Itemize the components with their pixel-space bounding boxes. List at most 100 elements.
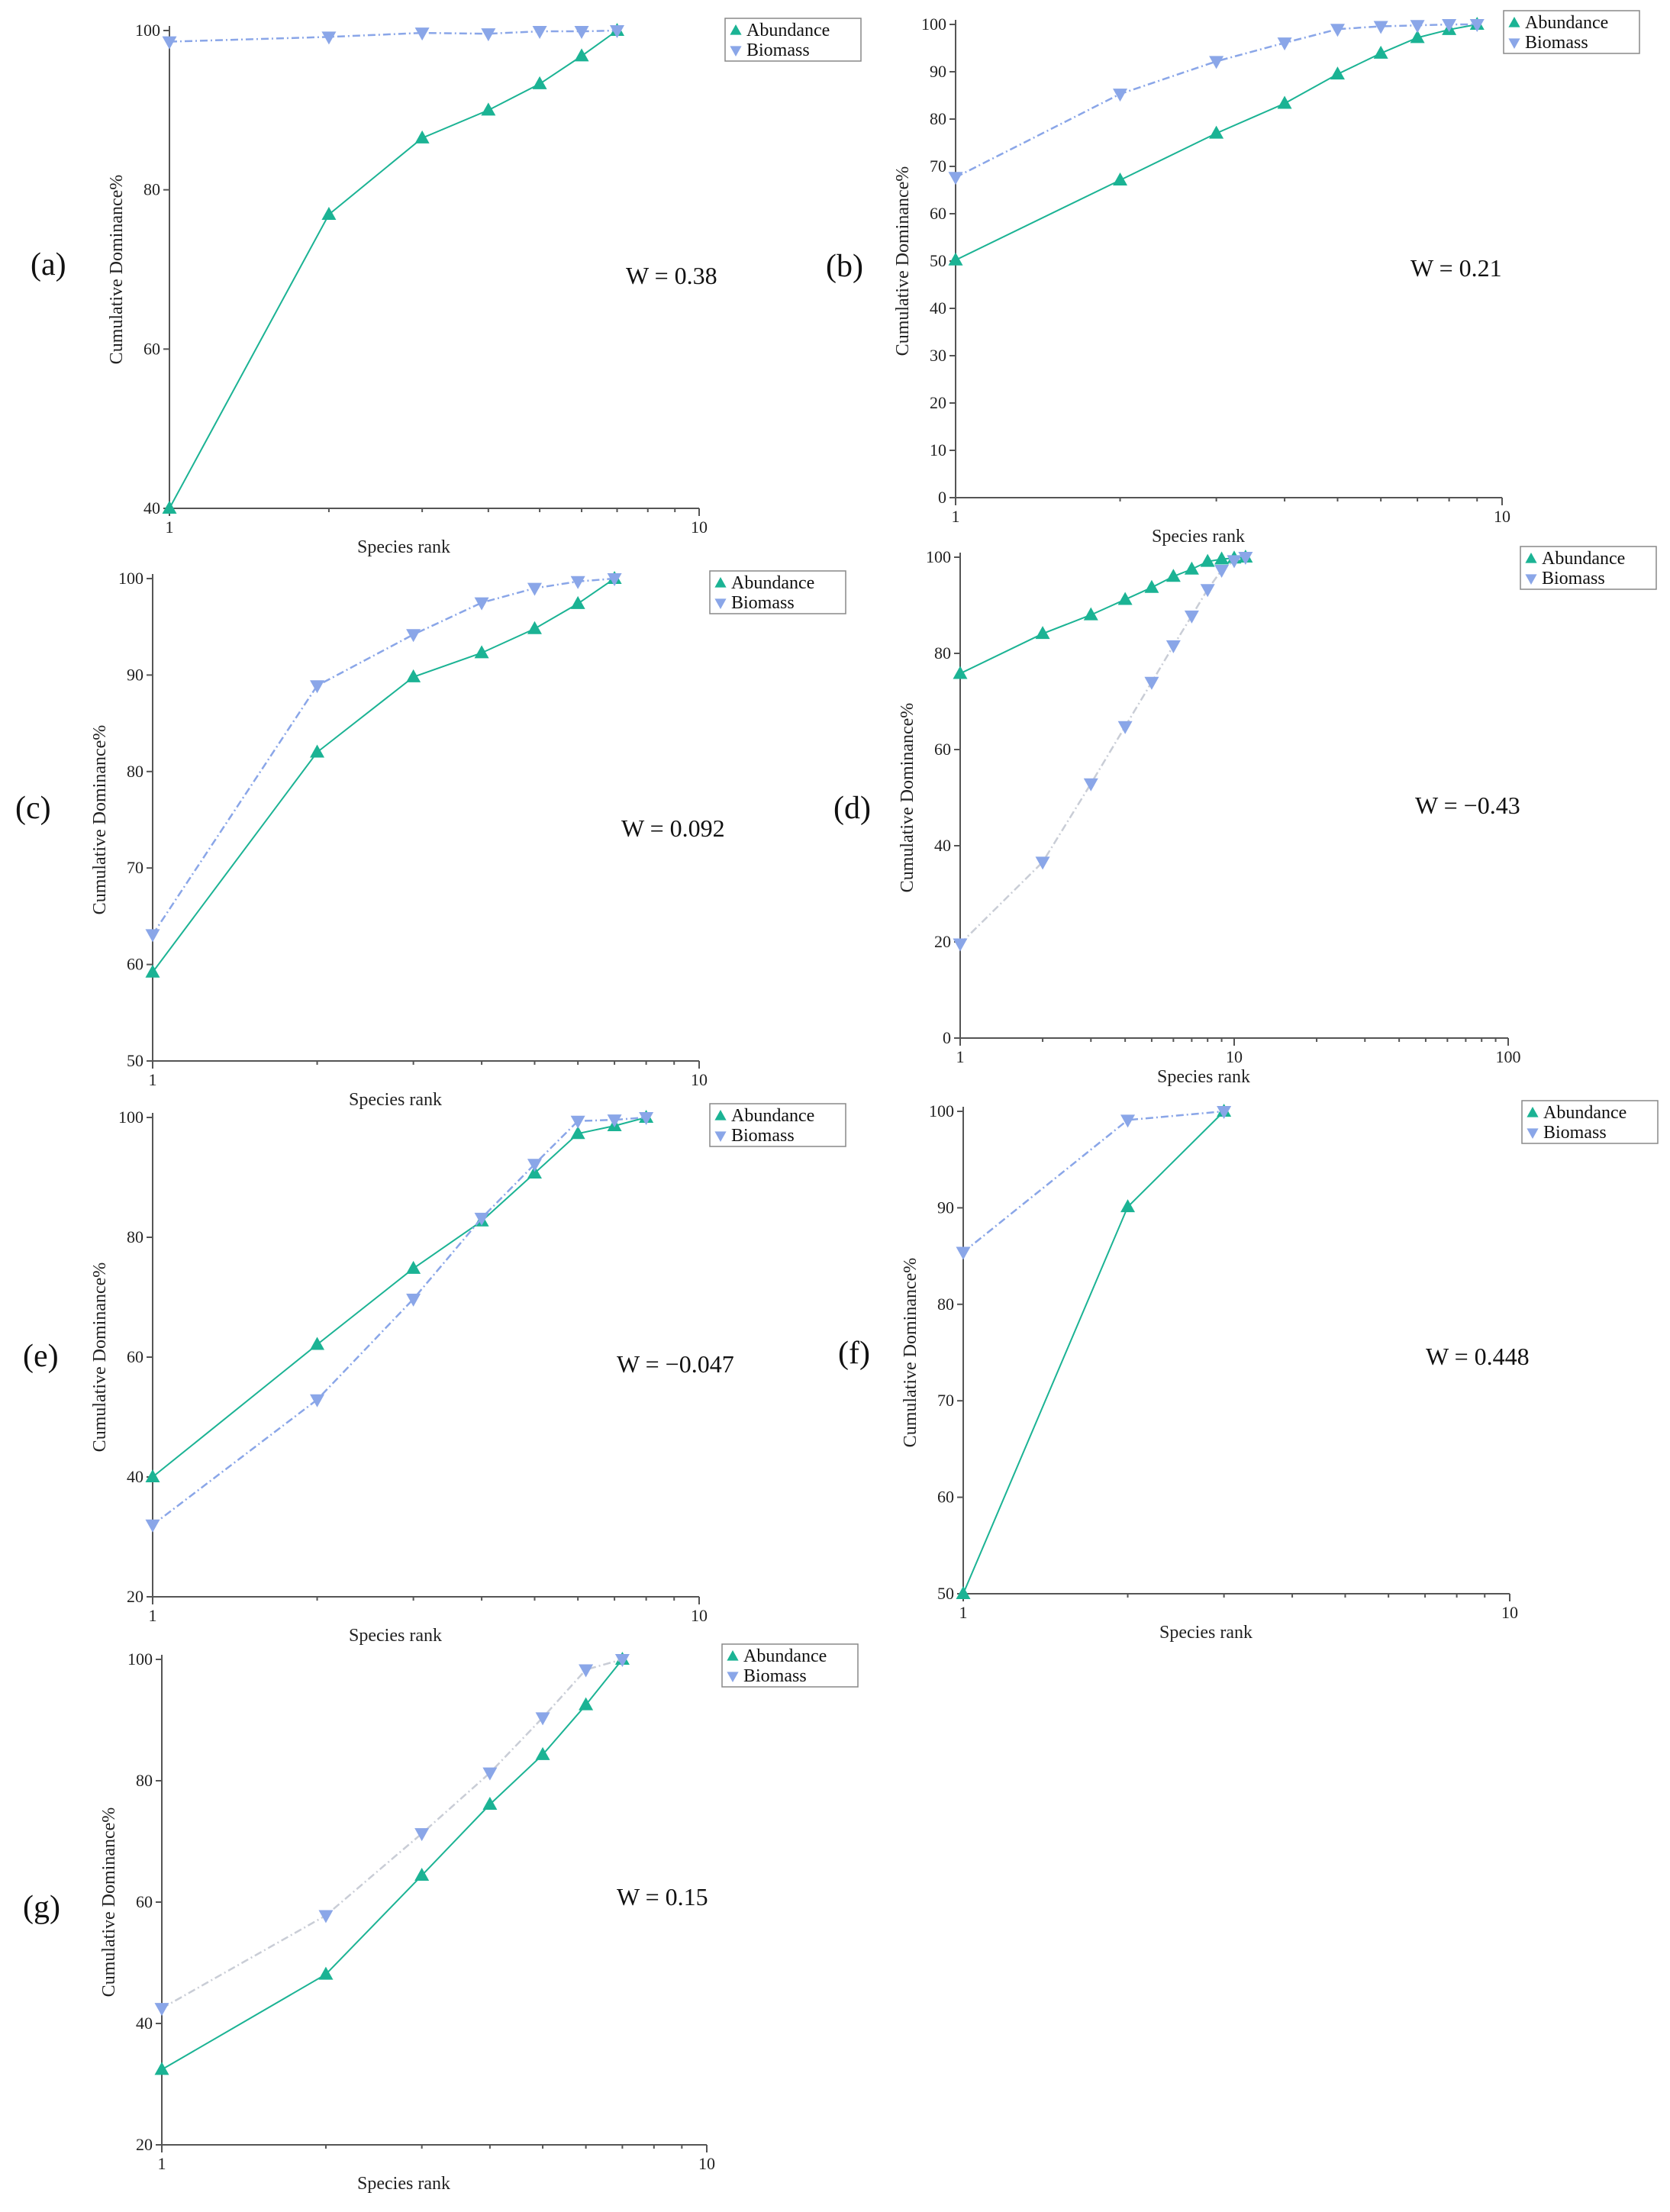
biomass-point bbox=[1200, 584, 1215, 598]
abundance-point bbox=[310, 744, 325, 758]
biomass-point bbox=[1227, 555, 1242, 569]
biomass-point bbox=[145, 929, 160, 943]
abundance-line bbox=[962, 1111, 1225, 1595]
w-statistic: W = 0.092 bbox=[621, 814, 725, 842]
legend-box bbox=[721, 1643, 859, 1688]
biomass-point bbox=[1214, 565, 1230, 579]
y-tick-label: 70 bbox=[127, 858, 143, 877]
biomass-point bbox=[414, 27, 430, 41]
y-tick-label: 50 bbox=[930, 251, 946, 270]
abundance-point bbox=[527, 1166, 542, 1179]
biomass-point bbox=[535, 1712, 550, 1726]
y-tick-label: 40 bbox=[127, 1467, 143, 1486]
biomass-line bbox=[959, 556, 1246, 945]
abundance-line bbox=[152, 1117, 646, 1478]
abundance-point bbox=[414, 1868, 430, 1881]
biomass-line bbox=[955, 23, 1478, 179]
abundance-line bbox=[152, 578, 615, 973]
biomass-point bbox=[1330, 24, 1345, 37]
panel-0: 40 60 80 100 1 10 Species rank Cumulative Domin… bbox=[31, 18, 862, 557]
y-tick-label: 40 bbox=[136, 2014, 153, 2033]
y-axis-title: Cumulative Dominance% bbox=[893, 166, 913, 356]
legend-biomass-marker bbox=[1525, 574, 1537, 585]
y-tick-label: 80 bbox=[136, 1771, 153, 1790]
abundance-point bbox=[956, 1586, 971, 1599]
biomass-point bbox=[574, 26, 589, 40]
abundance-point bbox=[474, 645, 489, 659]
biomass-point bbox=[414, 1828, 430, 1842]
legend-box bbox=[1520, 546, 1657, 590]
panel-label: (b) bbox=[826, 249, 863, 284]
legend-abundance-label: Abundance bbox=[731, 1106, 814, 1126]
abundance-point bbox=[1410, 30, 1425, 44]
abundance-point bbox=[527, 621, 542, 634]
legend-biomass-label: Biomass bbox=[743, 1666, 807, 1686]
legend-abundance-marker bbox=[1508, 17, 1520, 27]
biomass-point bbox=[607, 573, 622, 586]
biomass-point bbox=[1184, 610, 1199, 624]
abundance-line bbox=[161, 1659, 624, 2071]
abundance-point bbox=[579, 1697, 594, 1711]
biomass-point bbox=[481, 28, 496, 42]
biomass-point bbox=[1469, 19, 1485, 32]
y-axis-title: Cumulative Dominance% bbox=[99, 1807, 119, 1998]
legend-box bbox=[709, 570, 846, 614]
legend-biomass-label: Biomass bbox=[746, 40, 810, 60]
biomass-point bbox=[406, 1293, 421, 1307]
y-tick-label: 60 bbox=[127, 1347, 143, 1366]
y-tick-label: 60 bbox=[136, 1892, 153, 1911]
abundance-point bbox=[532, 76, 547, 89]
x-tick-label: 10 bbox=[691, 1070, 708, 1089]
biomass-point bbox=[1120, 1114, 1136, 1128]
legend-abundance-marker bbox=[714, 1110, 727, 1121]
legend-box bbox=[1503, 10, 1640, 54]
panel-3: 0 20 40 60 80 100 1 10 100 Species rank Cumulative… bbox=[833, 546, 1657, 1087]
abundance-point bbox=[1214, 551, 1230, 565]
x-tick-label: 100 bbox=[1496, 1047, 1521, 1066]
legend-biomass-marker bbox=[714, 1131, 727, 1142]
abundance-point bbox=[1200, 553, 1215, 567]
legend-abundance-label: Abundance bbox=[1525, 13, 1608, 33]
biomass-point bbox=[1217, 1106, 1232, 1119]
biomass-point bbox=[1083, 778, 1098, 792]
biomass-point bbox=[406, 629, 421, 643]
biomass-point bbox=[1277, 37, 1292, 51]
x-tick-label: 1 bbox=[952, 507, 960, 526]
y-tick-label: 90 bbox=[937, 1198, 954, 1217]
legend-biomass-label: Biomass bbox=[1542, 569, 1605, 588]
x-tick-label: 10 bbox=[1226, 1047, 1243, 1066]
x-axis-title: Species rank bbox=[1157, 1067, 1250, 1087]
y-tick-label: 10 bbox=[930, 440, 946, 459]
legend-abundance-label: Abundance bbox=[743, 1646, 827, 1666]
y-tick-label: 50 bbox=[937, 1584, 954, 1603]
abundance-point bbox=[535, 1746, 550, 1760]
abundance-point bbox=[1083, 607, 1098, 621]
x-axis-title: Species rank bbox=[1159, 1623, 1252, 1643]
y-axis-title: Cumulative Dominance% bbox=[901, 1258, 920, 1448]
legend-biomass-marker bbox=[727, 1672, 739, 1682]
x-axis-title: Species rank bbox=[357, 537, 450, 557]
y-tick-label: 60 bbox=[143, 339, 160, 358]
y-tick-label: 30 bbox=[930, 346, 946, 365]
w-statistic: W = −0.43 bbox=[1415, 792, 1520, 819]
y-tick-label: 70 bbox=[930, 156, 946, 176]
biomass-line bbox=[151, 577, 615, 936]
y-tick-label: 90 bbox=[127, 665, 143, 684]
panel-label: (a) bbox=[31, 247, 66, 282]
y-tick-label: 60 bbox=[930, 204, 946, 223]
biomass-point bbox=[1373, 21, 1388, 34]
w-statistic: W = 0.15 bbox=[617, 1883, 708, 1911]
y-tick-label: 20 bbox=[930, 393, 946, 412]
w-statistic: W = 0.21 bbox=[1410, 254, 1502, 282]
panel-label: (d) bbox=[833, 791, 871, 826]
abundance-point bbox=[162, 501, 177, 514]
abundance-point bbox=[310, 1337, 325, 1350]
y-tick-label: 50 bbox=[127, 1051, 143, 1070]
y-tick-label: 60 bbox=[937, 1488, 954, 1507]
y-tick-label: 80 bbox=[127, 1227, 143, 1246]
y-tick-label: 40 bbox=[934, 836, 951, 855]
legend-abundance-marker bbox=[730, 24, 742, 35]
y-tick-label: 60 bbox=[127, 955, 143, 974]
y-tick-label: 80 bbox=[934, 643, 951, 663]
abundance-point bbox=[1277, 95, 1292, 109]
